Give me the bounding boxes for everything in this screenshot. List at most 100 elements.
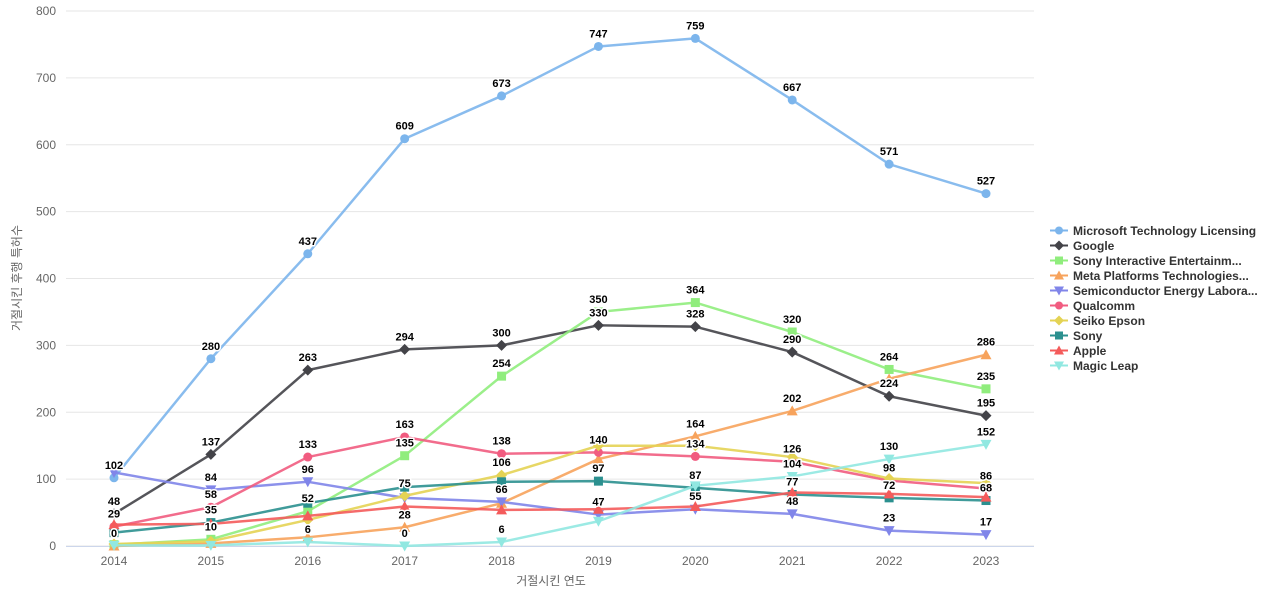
data-label: 77 — [786, 477, 798, 489]
legend-marker-shape — [1055, 301, 1063, 310]
series-9-marker — [883, 488, 895, 499]
series-9-marker — [980, 491, 992, 502]
y-tick-label: 800 — [36, 4, 56, 18]
series-line-8 — [112, 479, 988, 534]
y-tick-label: 600 — [36, 138, 56, 152]
legend-marker-icon — [1050, 286, 1068, 296]
y-tick-label: 500 — [36, 205, 56, 219]
data-labels: 1022804376096737477596675715274813726329… — [103, 19, 996, 542]
series-5-marker — [496, 497, 508, 508]
legend-marker-icon — [1050, 345, 1068, 355]
legend-marker-icon — [1050, 361, 1068, 371]
data-label: 72 — [883, 480, 895, 492]
legend-item-9[interactable]: Apple — [1050, 343, 1258, 358]
series-6-marker — [303, 452, 313, 462]
series-line-5 — [112, 471, 988, 536]
series-7-marker — [592, 440, 604, 452]
data-label: 17 — [980, 517, 992, 529]
legend-marker-shape — [1054, 270, 1064, 280]
data-label: 52 — [302, 493, 314, 505]
series-9-marker — [205, 518, 217, 529]
data-label: 364 — [686, 285, 705, 297]
series-7-marker — [980, 477, 992, 489]
data-label: 10 — [205, 521, 217, 533]
data-label: 130 — [880, 441, 898, 453]
legend-label: Sony Interactive Entertainm... — [1073, 253, 1242, 268]
series-5-marker — [980, 530, 992, 541]
data-label: 286 — [977, 337, 995, 349]
data-label: 66 — [495, 484, 507, 496]
legend-item-2[interactable]: Google — [1050, 238, 1258, 253]
series-4-marker — [786, 405, 798, 416]
data-label: 48 — [786, 496, 798, 508]
series-7-marker — [883, 472, 895, 484]
series-9-marker — [786, 487, 798, 497]
legend-label: Qualcomm — [1073, 298, 1136, 313]
data-label: 23 — [883, 513, 895, 525]
series-9-marker — [302, 510, 314, 521]
series-3-marker — [593, 307, 603, 317]
y-tick-label: 400 — [36, 272, 56, 286]
data-label: 300 — [492, 327, 510, 339]
series-2-marker — [980, 410, 992, 422]
legend-label: Magic Leap — [1073, 358, 1139, 373]
series-10-marker — [399, 541, 411, 552]
legend-label: Semiconductor Energy Labora... — [1073, 283, 1258, 298]
legend-item-8[interactable]: Sony — [1050, 328, 1258, 343]
legend-marker-shape — [1054, 315, 1064, 326]
x-tick-label: 2018 — [488, 554, 515, 568]
data-label: 264 — [880, 351, 899, 363]
legend-item-6[interactable]: Qualcomm — [1050, 298, 1258, 313]
series-2-marker — [496, 339, 508, 351]
legend-item-10[interactable]: Magic Leap — [1050, 358, 1258, 373]
series-8-marker — [303, 498, 313, 508]
series-2-marker — [399, 343, 411, 355]
series-9-marker — [496, 504, 508, 515]
series-line-6 — [112, 435, 988, 528]
legend-item-7[interactable]: Seiko Epson — [1050, 313, 1258, 328]
legend-marker-icon — [1050, 270, 1068, 280]
data-label: 759 — [686, 20, 704, 32]
x-tick-label: 2015 — [198, 554, 225, 568]
data-label: 673 — [492, 78, 510, 90]
legend: Microsoft Technology Licensing Google Sony… — [1050, 223, 1258, 373]
series-line-4 — [112, 353, 988, 548]
data-label: 140 — [589, 434, 607, 446]
data-label: 224 — [880, 378, 899, 390]
legend-item-1[interactable]: Microsoft Technology Licensing — [1050, 223, 1258, 238]
series-3-marker — [787, 327, 797, 337]
data-label: 58 — [205, 489, 217, 501]
series-9-marker — [399, 501, 411, 512]
data-label: 97 — [592, 463, 604, 475]
data-label: 48 — [108, 496, 120, 508]
data-label: 263 — [299, 352, 317, 364]
legend-marker-shape — [1054, 345, 1064, 355]
series-4-marker — [399, 521, 411, 532]
x-tick-label: 2019 — [585, 554, 612, 568]
series-10-marker — [108, 540, 120, 551]
series-2-marker — [108, 508, 120, 520]
data-label: 75 — [399, 478, 411, 490]
x-tick-label: 2014 — [101, 554, 128, 568]
series-line-9 — [112, 491, 988, 526]
data-label: 47 — [592, 497, 604, 509]
series-line-10 — [112, 443, 988, 548]
series-1-marker — [981, 189, 991, 199]
legend-marker-icon — [1050, 315, 1068, 326]
x-tick-label: 2016 — [294, 554, 321, 568]
legend-item-4[interactable]: Meta Platforms Technologies... — [1050, 268, 1258, 283]
series-8-marker — [497, 477, 507, 487]
legend-item-3[interactable]: Sony Interactive Entertainm... — [1050, 253, 1258, 268]
legend-marker-shape — [1054, 361, 1064, 371]
series-4-marker — [592, 453, 604, 464]
series-layer — [108, 33, 992, 552]
data-label: 609 — [395, 121, 413, 133]
series-8-marker — [593, 476, 603, 486]
series-3-marker — [690, 298, 700, 308]
series-3-marker — [981, 384, 991, 394]
legend-item-5[interactable]: Semiconductor Energy Labora... — [1050, 283, 1258, 298]
data-label: 280 — [202, 341, 220, 353]
